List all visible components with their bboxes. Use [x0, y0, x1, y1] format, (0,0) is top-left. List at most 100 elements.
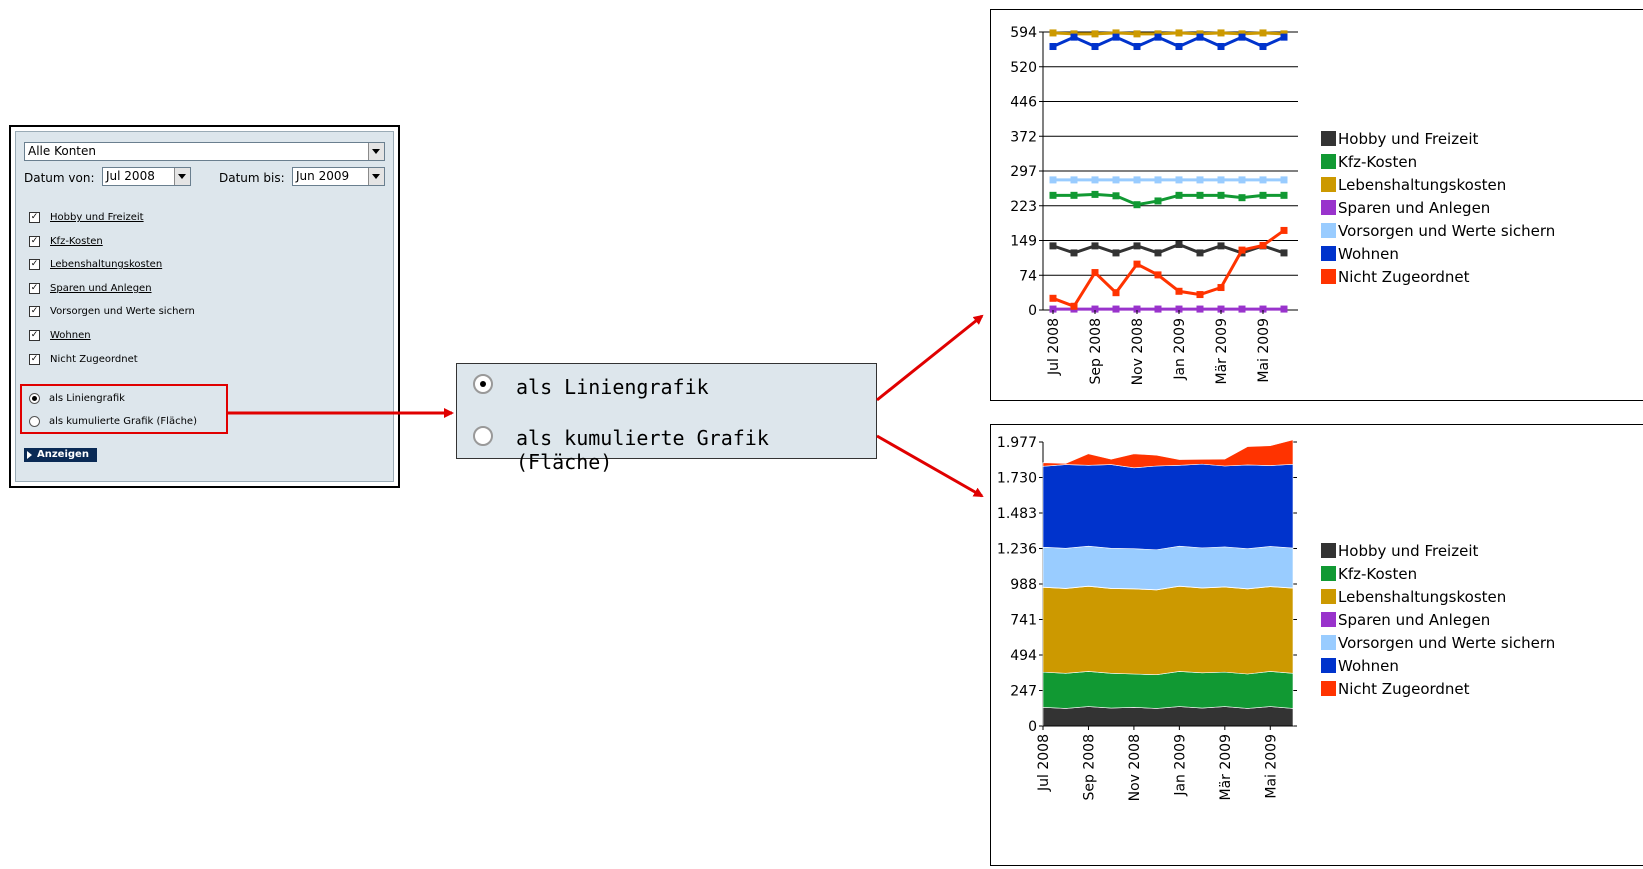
legend-label: Vorsorgen und Werte sichern — [1338, 634, 1555, 652]
highlight-box — [20, 384, 228, 434]
category-label[interactable]: Sparen und Anlegen — [50, 283, 152, 294]
arrow-to-area-chart — [876, 434, 984, 498]
data-point — [1280, 33, 1288, 41]
category-label: Vorsorgen und Werte sichern — [50, 306, 195, 317]
data-point — [1112, 289, 1120, 297]
line-series — [1053, 192, 1284, 207]
date-from-select[interactable]: Jul 2008 — [102, 167, 191, 186]
area-series — [1042, 586, 1294, 676]
data-point — [1049, 176, 1057, 184]
legend-swatch — [1321, 177, 1336, 192]
legend-swatch — [1321, 589, 1336, 604]
line-series — [1052, 35, 1285, 49]
chevron-down-icon[interactable] — [174, 168, 190, 185]
data-point — [1175, 29, 1183, 37]
area-series — [1042, 706, 1294, 727]
area-series — [1042, 439, 1294, 469]
category-label[interactable]: Wohnen — [50, 330, 91, 341]
data-point — [1217, 284, 1225, 292]
y-tick-label: 0 — [1028, 719, 1037, 735]
legend-label: Wohnen — [1338, 657, 1399, 675]
data-point — [1133, 176, 1141, 184]
legend-swatch — [1321, 200, 1336, 215]
data-point — [1133, 201, 1141, 209]
y-tick-label: 1.730 — [997, 471, 1037, 487]
chevron-down-icon[interactable] — [368, 143, 384, 160]
data-point — [1217, 242, 1225, 250]
legend-swatch — [1321, 658, 1336, 673]
data-point — [1091, 190, 1099, 198]
data-point — [1217, 43, 1225, 51]
category-checkbox[interactable]: ✓ — [29, 212, 40, 223]
y-tick-label: 494 — [1010, 648, 1037, 664]
data-point — [1217, 176, 1225, 184]
data-point — [1259, 191, 1267, 199]
category-label[interactable]: Kfz-Kosten — [50, 236, 103, 247]
data-point — [1070, 33, 1078, 41]
legend-label: Sparen und Anlegen — [1338, 199, 1490, 217]
x-tick-label: Sep 2008 — [1088, 318, 1104, 384]
data-point — [1112, 192, 1120, 200]
legend-label: Hobby und Freizeit — [1338, 130, 1478, 148]
data-point — [1196, 249, 1204, 257]
x-tick-label: Jul 2008 — [1046, 318, 1062, 376]
category-checkbox[interactable]: ✓ — [29, 236, 40, 247]
y-tick-label: 1.236 — [997, 542, 1037, 558]
data-point — [1280, 176, 1288, 184]
data-point — [1238, 176, 1246, 184]
data-point — [1280, 226, 1288, 234]
y-tick-label: 594 — [1010, 25, 1037, 41]
date-to-label: Datum bis: — [219, 171, 285, 185]
data-point — [1196, 176, 1204, 184]
x-tick-label: Mär 2009 — [1218, 734, 1234, 801]
line-chart: 594 520 446 372 297 223 149 74 0 Jul 2008 Sep 2008… — [1010, 25, 1555, 385]
x-tick-label: Sep 2008 — [1081, 734, 1097, 800]
data-point — [1091, 269, 1099, 277]
x-tick-label: Jan 2009 — [1172, 734, 1188, 797]
date-from-value: Jul 2008 — [106, 169, 155, 183]
category-label[interactable]: Lebenshaltungskosten — [50, 259, 163, 270]
data-point — [1175, 287, 1183, 295]
data-point — [1259, 43, 1267, 51]
category-checkbox[interactable]: ✓ — [29, 330, 40, 341]
line-chart-frame: 594 520 446 372 297 223 149 74 0 Jul 2008 Sep 2008… — [990, 9, 1643, 401]
legend-swatch — [1321, 223, 1336, 238]
y-tick-label: 1.977 — [997, 435, 1037, 451]
data-point — [1175, 176, 1183, 184]
submit-button[interactable]: Anzeigen — [24, 448, 97, 462]
category-checkbox[interactable]: ✓ — [29, 354, 40, 365]
category-checkbox[interactable]: ✓ — [29, 259, 40, 270]
data-point — [1259, 29, 1267, 37]
account-select[interactable]: Alle Konten — [24, 142, 385, 161]
data-point — [1259, 241, 1267, 249]
y-tick-label: 74 — [1019, 268, 1037, 284]
legend-swatch — [1321, 635, 1336, 650]
arrow-to-line-chart — [876, 314, 984, 402]
legend-swatch — [1321, 131, 1336, 146]
date-to-value: Jun 2009 — [296, 169, 350, 183]
y-tick-label: 0 — [1028, 303, 1037, 319]
y-tick-label: 149 — [1010, 234, 1037, 250]
date-to-select[interactable]: Jun 2009 — [292, 167, 385, 186]
y-tick-label: 1.483 — [997, 506, 1037, 522]
data-point — [1049, 305, 1057, 313]
category-checkbox[interactable]: ✓ — [29, 283, 40, 294]
category-label: Nicht Zugeordnet — [50, 354, 138, 365]
data-point — [1217, 305, 1225, 313]
data-point — [1070, 249, 1078, 257]
zoom-area-label: als kumulierte Grafik (Fläche) — [516, 426, 769, 474]
data-point — [1154, 249, 1162, 257]
radio-area-small[interactable] — [29, 416, 40, 427]
radio-line-large[interactable] — [473, 374, 493, 394]
radio-line-small[interactable] — [29, 393, 40, 404]
submit-button-label: Anzeigen — [37, 449, 89, 460]
category-label[interactable]: Hobby und Freizeit — [50, 212, 144, 223]
x-tick-label: Mär 2009 — [1214, 318, 1230, 385]
data-point — [1154, 271, 1162, 279]
account-select-value: Alle Konten — [28, 144, 96, 158]
data-point — [1217, 29, 1225, 37]
legend-label: Sparen und Anlegen — [1338, 611, 1490, 629]
chevron-down-icon[interactable] — [368, 168, 384, 185]
category-checkbox[interactable]: ✓ — [29, 306, 40, 317]
radio-area-large[interactable] — [473, 426, 493, 446]
